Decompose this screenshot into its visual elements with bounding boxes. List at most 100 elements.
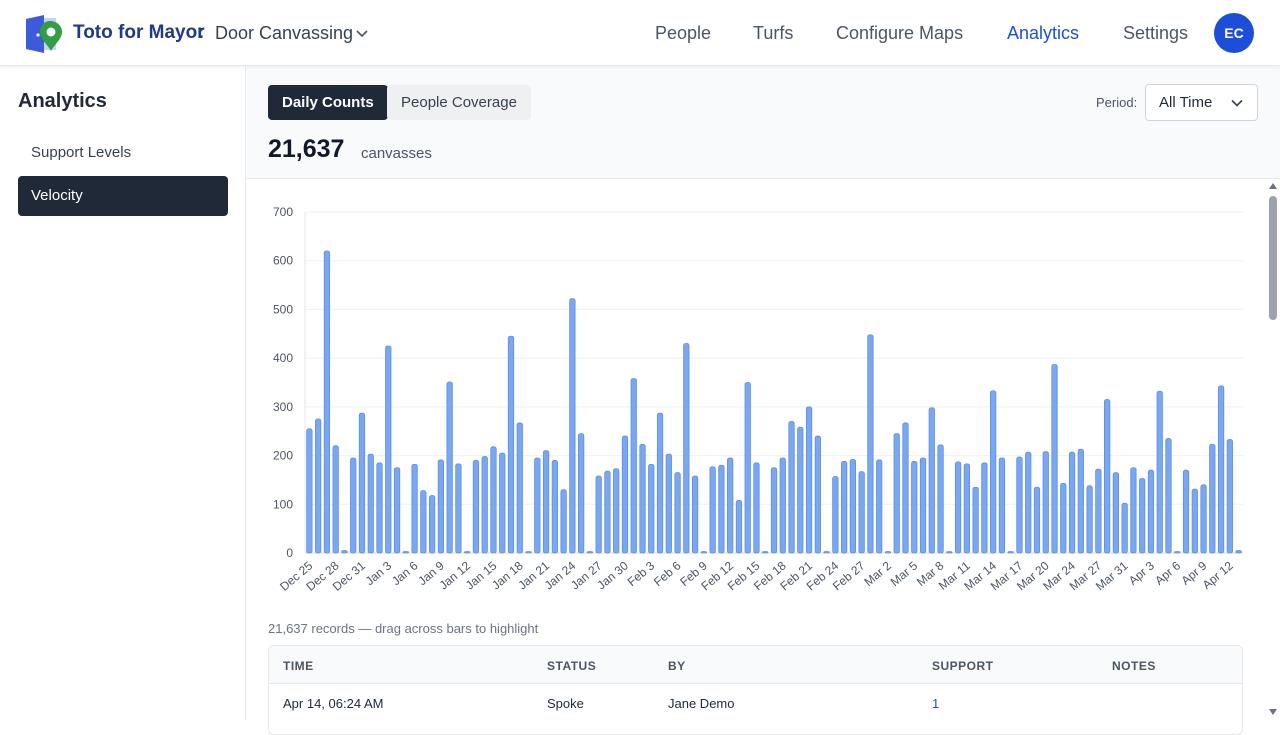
chart-bar[interactable]	[700, 551, 707, 554]
chart-bar[interactable]	[674, 472, 681, 554]
chart-bar[interactable]	[744, 382, 751, 554]
cell-support[interactable]: 1	[932, 696, 940, 711]
chart-bar[interactable]	[604, 470, 611, 554]
chart-bar[interactable]	[1165, 438, 1172, 554]
sidebar-item-velocity[interactable]: Velocity	[18, 176, 228, 216]
column-header-time[interactable]: TIME	[283, 659, 314, 673]
chart-bar[interactable]	[315, 418, 322, 554]
chart-bar[interactable]	[385, 345, 392, 554]
chart-bar[interactable]	[1174, 551, 1181, 554]
scroll-up-arrow-icon[interactable]	[1269, 183, 1277, 189]
nav-people[interactable]: People	[655, 23, 712, 43]
chart-bar[interactable]	[525, 551, 532, 554]
chart-bar[interactable]	[648, 463, 655, 554]
chart-bar[interactable]	[727, 457, 734, 554]
chart-bar[interactable]	[1112, 472, 1120, 554]
chart-bar[interactable]	[358, 412, 366, 554]
chart-bar[interactable]	[490, 446, 497, 554]
chart-bar[interactable]	[534, 457, 541, 554]
chart-bar[interactable]	[990, 390, 997, 554]
chart-bar[interactable]	[1077, 448, 1084, 554]
chart-bar[interactable]	[805, 406, 813, 554]
chart-bar[interactable]	[411, 463, 418, 554]
chart-bar[interactable]	[350, 457, 357, 554]
chart-bar[interactable]	[656, 412, 664, 554]
chart-bar[interactable]	[639, 443, 646, 554]
column-header-notes[interactable]: NOTES	[1112, 659, 1156, 673]
chart-bar[interactable]	[998, 457, 1006, 554]
chart-bar[interactable]	[683, 343, 690, 554]
chart-bar[interactable]	[446, 381, 453, 554]
chart-bar[interactable]	[402, 551, 409, 554]
chart-bar[interactable]	[665, 453, 672, 554]
project-selector[interactable]: Door Canvassing	[215, 23, 354, 43]
nav-settings[interactable]: Settings	[1123, 23, 1189, 43]
chart-bar[interactable]	[709, 466, 716, 554]
chart-bar[interactable]	[718, 464, 725, 554]
chart-bar[interactable]	[963, 463, 970, 554]
chart-bar[interactable]	[1060, 482, 1067, 554]
chart-bar[interactable]	[1051, 364, 1058, 554]
scrollbar[interactable]	[1266, 179, 1280, 721]
chart-bar[interactable]	[981, 462, 988, 554]
tab-daily-counts[interactable]: Daily Counts	[268, 85, 388, 120]
chart-bar[interactable]	[1139, 478, 1146, 554]
chart-bar[interactable]	[428, 495, 436, 554]
chart-bar[interactable]	[823, 551, 830, 554]
chart-bar[interactable]	[542, 450, 550, 554]
chart-bar[interactable]	[876, 459, 883, 554]
nav-turfs[interactable]: Turfs	[753, 23, 794, 43]
chart-bar[interactable]	[613, 468, 620, 554]
chart-bar[interactable]	[393, 467, 401, 554]
column-header-by[interactable]: BY	[668, 659, 686, 673]
period-select[interactable]: All Time	[1145, 84, 1258, 121]
chart-bar[interactable]	[1016, 456, 1023, 554]
chart-bar[interactable]	[595, 475, 602, 554]
chevron-down-icon[interactable]	[355, 27, 369, 41]
chart-bar[interactable]	[621, 435, 629, 554]
chart-bar[interactable]	[560, 489, 567, 554]
chart-bar[interactable]	[341, 550, 348, 554]
chart-bar[interactable]	[911, 461, 918, 554]
chart-bar[interactable]	[954, 461, 962, 554]
chart-bar[interactable]	[1209, 443, 1216, 554]
chart-bar[interactable]	[630, 378, 637, 554]
chart-bar[interactable]	[578, 433, 585, 554]
chart-bar[interactable]	[586, 551, 594, 554]
tab-people-coverage[interactable]: People Coverage	[387, 85, 531, 120]
chart-bar[interactable]	[788, 421, 795, 554]
chart-bar[interactable]	[1042, 451, 1049, 554]
chart-bar[interactable]	[849, 459, 857, 554]
chart-bar[interactable]	[832, 476, 839, 554]
chart-bar[interactable]	[551, 460, 558, 554]
chart-bar[interactable]	[1191, 488, 1198, 554]
chart-bar[interactable]	[691, 475, 699, 554]
chart-bar[interactable]	[735, 499, 743, 554]
chart-bar[interactable]	[928, 407, 935, 554]
chart-bar[interactable]	[306, 428, 313, 554]
door-logo-icon[interactable]	[24, 15, 64, 53]
chart-bar[interactable]	[481, 456, 488, 554]
chart-bar[interactable]	[937, 444, 944, 554]
chart-bar[interactable]	[437, 459, 444, 554]
chart-bar[interactable]	[323, 250, 331, 554]
chart-bar[interactable]	[376, 462, 383, 554]
chart-bar[interactable]	[1095, 468, 1102, 554]
chart-bar[interactable]	[472, 460, 480, 554]
sidebar-item-support-levels[interactable]: Support Levels	[31, 144, 132, 161]
chart-bar[interactable]	[919, 457, 927, 554]
chart-bar[interactable]	[814, 435, 821, 554]
chart-bar[interactable]	[1182, 469, 1190, 554]
chart-bar[interactable]	[797, 426, 804, 554]
chart-bar[interactable]	[770, 467, 778, 554]
chart-bar[interactable]	[1068, 451, 1076, 554]
chart-bar[interactable]	[569, 298, 576, 554]
chart-bar[interactable]	[1086, 485, 1093, 554]
chart-bar[interactable]	[972, 486, 979, 554]
chart-bar[interactable]	[1235, 550, 1242, 554]
chart-bar[interactable]	[779, 457, 786, 554]
chart-bar[interactable]	[420, 490, 427, 554]
chart-bar[interactable]	[1130, 467, 1137, 554]
chart-bar[interactable]	[946, 551, 953, 554]
